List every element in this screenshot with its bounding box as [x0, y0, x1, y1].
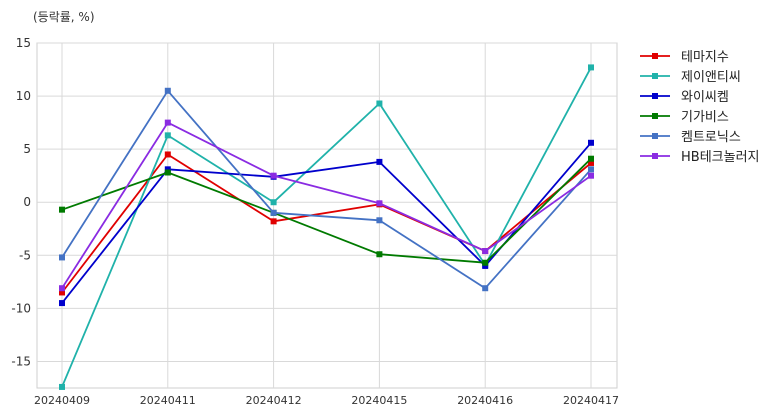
- legend-marker: [652, 53, 658, 59]
- data-point: [164, 166, 171, 173]
- data-point: [164, 169, 171, 176]
- series-line: [61, 66, 592, 388]
- data-point: [59, 285, 65, 292]
- legend-label: 켐트로닉스: [681, 130, 741, 145]
- data-point: [59, 300, 65, 307]
- data-point: [164, 119, 171, 126]
- legend-marker: [652, 73, 658, 79]
- data-point: [270, 209, 277, 216]
- legend-item: 기가비스: [640, 110, 729, 125]
- data-point: [270, 218, 277, 225]
- data-point: [588, 139, 594, 146]
- series-6: [59, 119, 594, 292]
- y-tick-label: 0: [23, 195, 31, 209]
- y-tick-label: 5: [23, 142, 31, 156]
- plot-area: [36, 42, 618, 389]
- data-point: [588, 172, 594, 179]
- data-point: [59, 254, 65, 261]
- legend-label: 테마지수: [681, 50, 729, 65]
- series-line: [61, 121, 592, 289]
- data-point: [482, 285, 489, 292]
- data-point: [270, 172, 277, 179]
- legend-item: 켐트로닉스: [640, 130, 741, 145]
- legend-item: 와이씨켐: [640, 90, 729, 105]
- series-line: [61, 158, 592, 264]
- y-tick-label: -15: [11, 354, 31, 368]
- series-line: [61, 153, 592, 294]
- legend-marker: [652, 113, 658, 119]
- legend-label: 기가비스: [681, 110, 729, 125]
- x-tick-label: 20240415: [351, 394, 407, 407]
- data-point: [588, 155, 594, 162]
- legend-item: HB테크놀러지: [640, 150, 760, 165]
- unit-label: (등락률, %): [33, 10, 95, 24]
- legend-marker: [652, 133, 658, 139]
- data-point: [588, 159, 594, 166]
- data-point: [164, 132, 171, 139]
- data-point: [482, 259, 489, 266]
- legend-marker: [652, 93, 658, 99]
- series-3: [59, 139, 594, 307]
- data-point: [376, 100, 383, 107]
- data-point: [376, 217, 383, 224]
- data-point: [376, 200, 383, 207]
- data-point: [59, 383, 65, 390]
- legend-label: 제이앤티씨: [681, 70, 741, 85]
- data-point: [59, 206, 65, 213]
- x-tick-label: 20240417: [563, 394, 619, 407]
- y-tick-label: 15: [16, 36, 31, 50]
- series-line: [61, 89, 592, 290]
- legend-label: 와이씨켐: [681, 90, 729, 105]
- legend-label: HB테크놀러지: [681, 150, 760, 165]
- x-tick-label: 20240411: [140, 394, 196, 407]
- series-1: [59, 151, 594, 296]
- legend-marker: [652, 153, 658, 159]
- data-point: [482, 262, 489, 269]
- legend-item: 테마지수: [640, 50, 729, 65]
- series-line: [61, 142, 592, 304]
- data-point: [59, 289, 65, 296]
- data-point: [376, 251, 383, 258]
- y-tick-label: -5: [19, 248, 31, 262]
- x-tick-label: 20240412: [246, 394, 302, 407]
- data-point: [270, 199, 277, 206]
- data-point: [164, 151, 171, 158]
- data-point: [164, 87, 171, 94]
- data-point: [376, 158, 383, 165]
- x-tick-label: 20240409: [34, 394, 90, 407]
- series-5: [59, 87, 594, 292]
- data-point: [482, 248, 489, 255]
- legend-item: 제이앤티씨: [640, 70, 741, 85]
- data-point: [588, 64, 594, 71]
- y-tick-label: -10: [11, 301, 31, 315]
- y-tick-label: 10: [16, 89, 31, 103]
- data-point: [588, 166, 594, 173]
- x-tick-label: 20240416: [457, 394, 513, 407]
